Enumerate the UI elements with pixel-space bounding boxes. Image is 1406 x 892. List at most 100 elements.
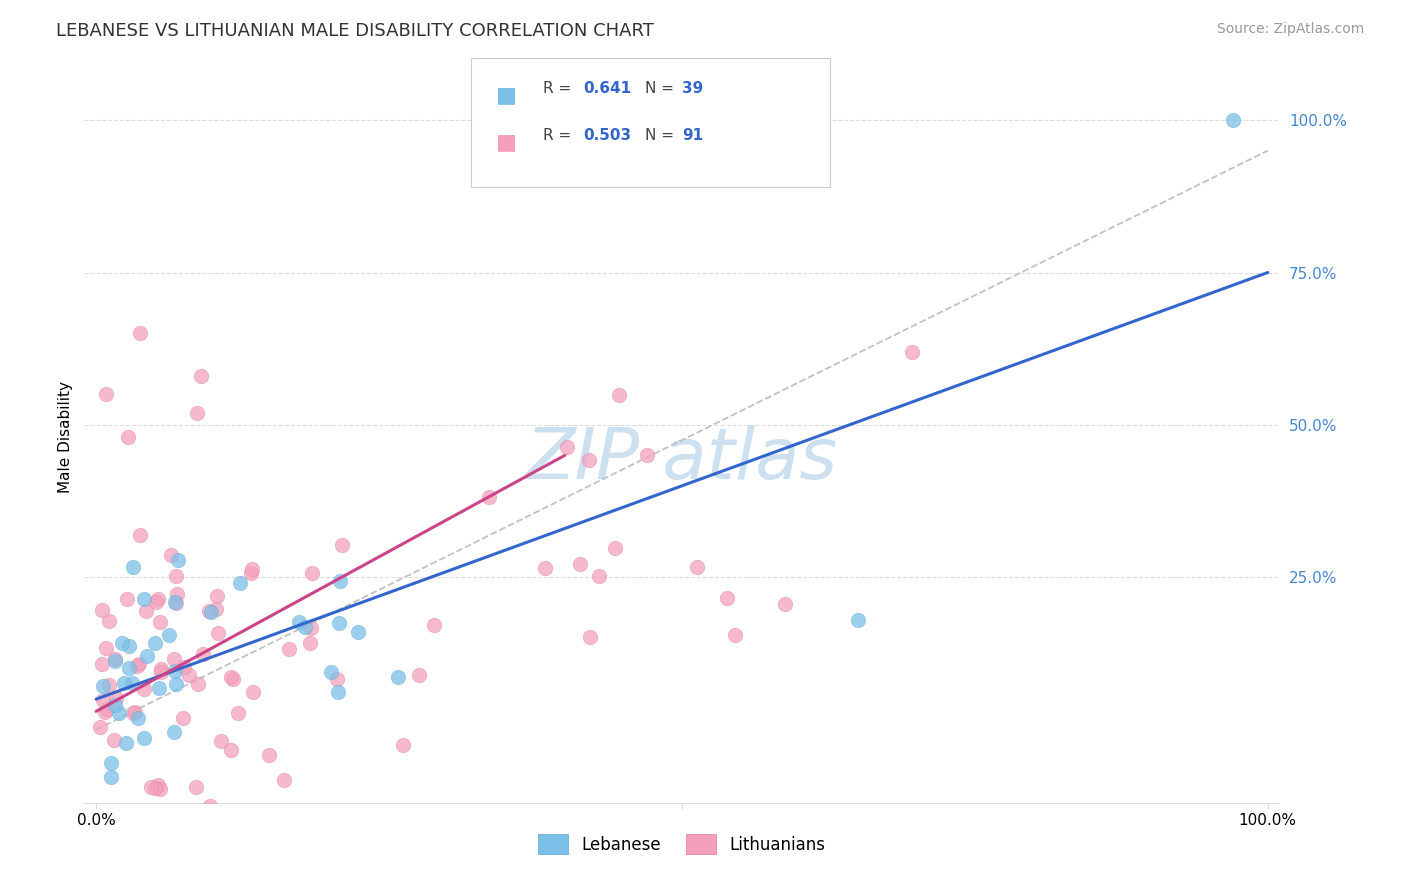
Point [347,624,370,639]
Point [97,809,120,823]
Point [219,743,242,757]
Point [387,670,409,684]
Point [579,630,602,644]
Point [172,711,194,725]
Point [148,681,170,695]
Point [846,613,869,627]
Point [117,430,139,444]
Point [129,326,152,341]
Point [122,706,145,721]
Point [326,684,349,698]
Point [100,770,122,784]
Point [209,734,232,748]
Point [122,560,145,574]
Text: R =: R = [543,128,576,144]
Point [685,560,707,574]
Point [257,747,280,762]
Text: ■: ■ [496,85,517,104]
Point [423,618,446,632]
Point [127,856,149,871]
Point [128,657,150,671]
Point [94,705,117,719]
Legend: Lebanese, Lithuanians: Lebanese, Lithuanians [531,828,832,860]
Point [901,345,924,359]
Text: ZIP atlas: ZIP atlas [526,425,838,493]
Point [104,652,127,666]
Point [104,691,127,706]
Point [125,658,148,673]
Text: 39: 39 [682,81,703,96]
Point [163,725,186,739]
Point [94,387,117,401]
Point [103,822,125,837]
Point [91,692,114,706]
Text: R =: R = [543,81,576,96]
Point [103,732,125,747]
Point [221,672,243,686]
Point [197,604,219,618]
Point [636,448,658,462]
Point [135,604,157,618]
Point [219,670,242,684]
Point [145,595,167,609]
Point [301,566,323,580]
Point [1222,113,1244,128]
Point [226,706,249,720]
Point [166,586,188,600]
Point [607,388,630,402]
Point [143,781,166,796]
Text: N =: N = [645,81,679,96]
Point [294,619,316,633]
Point [159,627,181,641]
Point [277,641,299,656]
Point [242,685,264,699]
Point [299,622,322,636]
Point [98,874,121,888]
Point [127,711,149,725]
Point [118,639,141,653]
Point [132,591,155,606]
Point [112,676,135,690]
Point [100,756,122,771]
Point [111,636,134,650]
Point [165,568,187,582]
Point [163,594,186,608]
Point [239,566,262,580]
Point [204,602,226,616]
Point [555,441,578,455]
Point [149,782,172,797]
Point [115,736,138,750]
Point [329,574,352,588]
Point [104,654,127,668]
Point [773,597,796,611]
Y-axis label: Male Disability: Male Disability [58,381,73,493]
Point [148,615,170,629]
Point [165,676,187,690]
Point [330,537,353,551]
Point [143,636,166,650]
Point [319,665,342,680]
Point [191,647,214,661]
Point [533,560,555,574]
Point [478,490,501,504]
Point [150,661,173,675]
Point [124,705,146,719]
Point [89,720,111,734]
Point [115,591,138,606]
Point [229,575,252,590]
Point [205,589,228,603]
Point [149,665,172,679]
Text: Source: ZipAtlas.com: Source: ZipAtlas.com [1216,22,1364,37]
Point [326,672,349,686]
Point [200,605,222,619]
Point [198,798,221,813]
Point [273,772,295,787]
Point [569,557,592,571]
Point [392,739,415,753]
Point [146,592,169,607]
Point [104,698,127,712]
Point [108,706,131,720]
Point [167,552,190,566]
Point [121,676,143,690]
Point [328,615,350,630]
